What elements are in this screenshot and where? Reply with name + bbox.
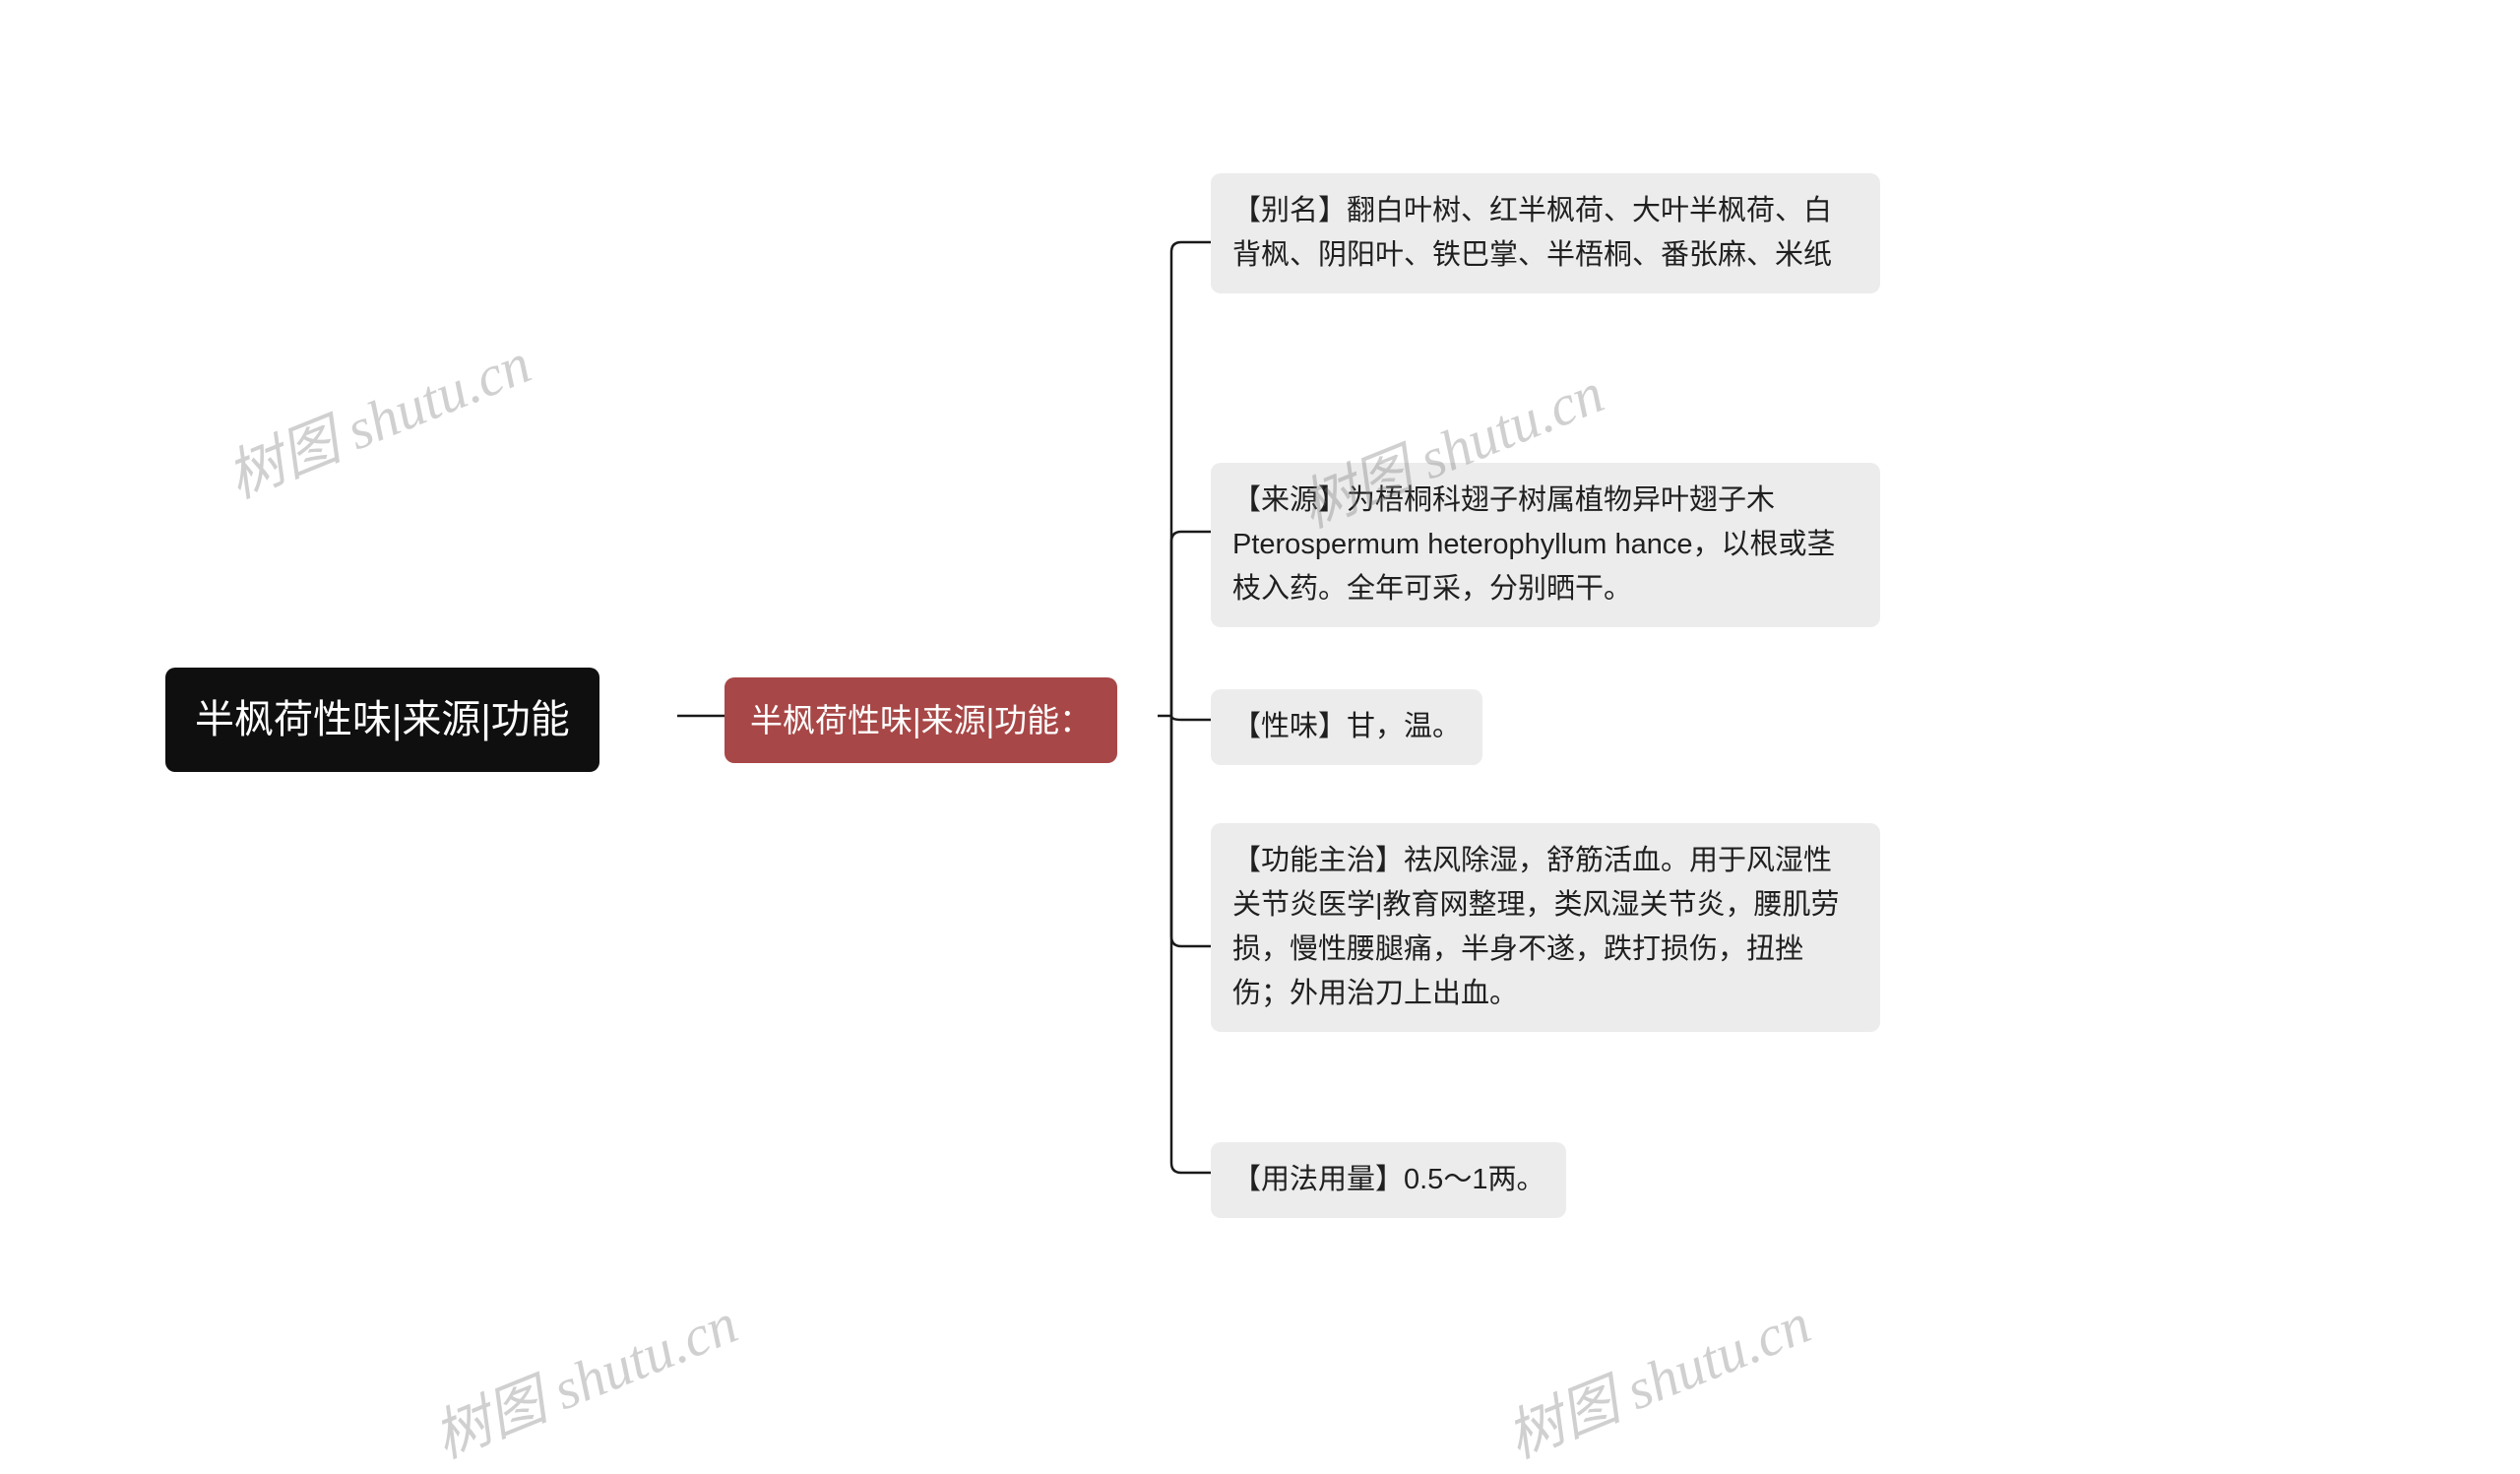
leaf-text: 【功能主治】祛风除湿，舒筋活血。用于风湿性关节炎医学|教育网整理，类风湿关节炎，… xyxy=(1232,839,1858,1016)
leaf-text: 【性味】甘，温。 xyxy=(1232,705,1461,749)
leaf-usage: 【用法用量】0.5～1两。 xyxy=(1211,1142,1566,1218)
mid-node: 半枫荷性味|来源|功能： xyxy=(724,677,1117,763)
leaf-text: 【用法用量】0.5～1两。 xyxy=(1232,1158,1544,1202)
root-label: 半枫荷性味|来源|功能 xyxy=(195,689,570,750)
mid-label: 半枫荷性味|来源|功能： xyxy=(750,695,1092,745)
diagram-canvas: 半枫荷性味|来源|功能 半枫荷性味|来源|功能： 【别名】翻白叶树、红半枫荷、大… xyxy=(0,0,2520,1431)
watermark: 树图 shutu.cn xyxy=(1492,1277,1820,1474)
leaf-alias: 【别名】翻白叶树、红半枫荷、大叶半枫荷、白背枫、阴阳叶、铁巴掌、半梧桐、番张麻、… xyxy=(1211,173,1880,293)
root-node: 半枫荷性味|来源|功能 xyxy=(165,668,599,772)
leaf-text: 【来源】为梧桐科翅子树属植物异叶翅子木Pterospermum heteroph… xyxy=(1232,479,1858,611)
leaf-taste: 【性味】甘，温。 xyxy=(1211,689,1482,765)
leaf-text: 【别名】翻白叶树、红半枫荷、大叶半枫荷、白背枫、阴阳叶、铁巴掌、半梧桐、番张麻、… xyxy=(1232,189,1858,278)
watermark: 树图 shutu.cn xyxy=(213,317,540,514)
leaf-source: 【来源】为梧桐科翅子树属植物异叶翅子木Pterospermum heteroph… xyxy=(1211,463,1880,627)
leaf-function: 【功能主治】祛风除湿，舒筋活血。用于风湿性关节炎医学|教育网整理，类风湿关节炎，… xyxy=(1211,823,1880,1032)
watermark: 树图 shutu.cn xyxy=(419,1277,747,1474)
